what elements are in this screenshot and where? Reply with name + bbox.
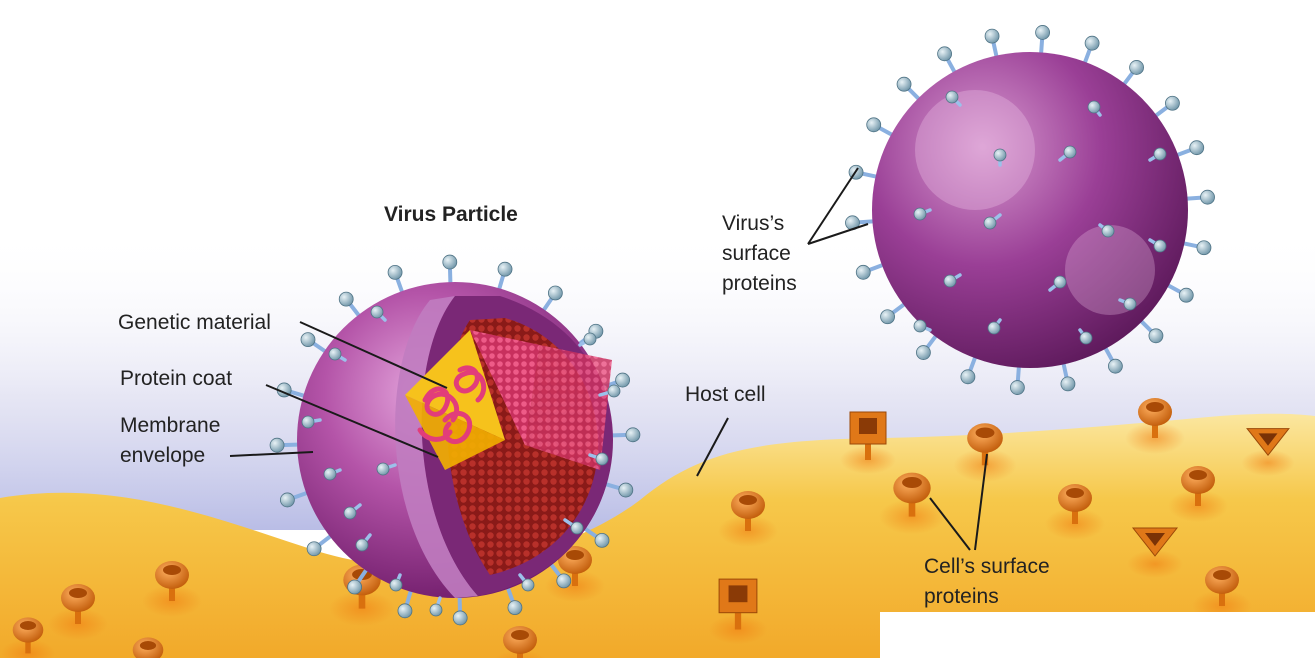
genetic-material-shape: [417, 365, 487, 445]
label-cell-surface-proteins: Cell’s surface proteins: [924, 555, 1050, 608]
label-host-cell: Host cell: [685, 383, 766, 406]
virus-spike-icon: [328, 347, 347, 362]
virus-spike-icon: [866, 117, 897, 139]
virus-spike-icon: [1087, 100, 1102, 117]
cell-receptor-icon: [132, 637, 164, 658]
cell-receptor-icon: [840, 411, 896, 474]
virus-spike-icon: [1098, 223, 1115, 238]
cell-receptor-icon: [1, 617, 55, 658]
virus-spike-icon: [896, 76, 924, 104]
cell-receptor-icon: [1045, 484, 1105, 540]
cell-receptor-icon: [494, 626, 546, 658]
virus-spike-icon: [1118, 297, 1137, 311]
virus-spike-icon: [504, 583, 523, 616]
cell-receptor-icon: [1125, 398, 1185, 454]
virus-spike-icon: [389, 573, 403, 592]
label-membrane-envelope: Membrane envelope: [120, 414, 221, 467]
cell-receptor-icon: [48, 584, 108, 640]
label-genetic-material: Genetic material: [118, 311, 271, 334]
virus-spike-icon: [429, 596, 443, 617]
virus-spike-icon: [343, 503, 362, 520]
virus-particle-icon: [845, 25, 1215, 395]
virus-spike-icon: [1060, 358, 1076, 392]
virus-spike-icon: [370, 305, 387, 322]
virus-spike-icon: [1058, 145, 1077, 162]
virus-spike-icon: [1172, 140, 1205, 159]
virus-particle-cutaway-icon: [269, 254, 641, 626]
cell-receptor-icon: [1241, 428, 1295, 477]
virus-spike-icon: [588, 452, 609, 466]
virus-spike-icon: [1010, 361, 1025, 395]
virus-spike-icon: [323, 467, 342, 481]
virus-spike-icon: [1048, 275, 1067, 292]
virus-envelope-outer: [872, 52, 1188, 368]
cell-receptor-icon: [1168, 466, 1228, 522]
virus-spike-icon: [987, 318, 1002, 335]
virus-spike-icon: [913, 207, 932, 221]
virus-spike-icon: [563, 518, 584, 535]
leader-lines: [229, 167, 988, 551]
cell-receptor-icon: [718, 491, 778, 547]
virus-spike-icon: [547, 559, 572, 589]
diagram-title: Virus Particle: [384, 203, 518, 226]
virus-spike-icon: [880, 300, 909, 325]
virus-spike-icon: [301, 415, 322, 429]
virus-spike-icon: [916, 331, 940, 360]
virus-spike-icon: [338, 291, 363, 321]
cell-receptor-icon: [879, 472, 945, 535]
label-virus-surface-proteins: Virus’s surface proteins: [722, 212, 797, 295]
corner-mask: [880, 612, 1315, 658]
virus-spike-icon: [937, 46, 959, 77]
virus-spike-icon: [1078, 328, 1093, 345]
cell-receptor-icon: [708, 578, 768, 645]
virus-spike-icon: [376, 462, 397, 476]
label-protein-coat: Protein coat: [120, 367, 233, 390]
virus-spike-icon: [993, 148, 1007, 167]
cell-receptor-icon: [142, 561, 202, 617]
virus-spike-icon: [518, 573, 535, 592]
virus-spike-icon: [1148, 238, 1167, 253]
virus-spike-icon: [306, 532, 336, 557]
virus-spike-icon: [1136, 316, 1164, 344]
virus-spike-icon: [983, 213, 1002, 230]
cell-receptor-icon: [1127, 527, 1183, 578]
virus-spike-icon: [1148, 147, 1167, 162]
virus-spike-icon: [355, 533, 372, 552]
virus-spike-icon: [945, 90, 962, 107]
virus-spike-icon: [598, 384, 621, 398]
virus-spike-icon: [578, 332, 597, 347]
virus-spike-icon: [913, 319, 932, 333]
virus-spike-icon: [943, 273, 962, 288]
